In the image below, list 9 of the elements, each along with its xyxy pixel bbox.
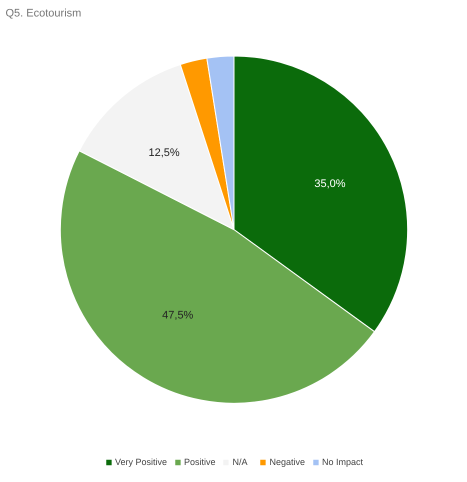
data-label: 35,0% — [314, 178, 346, 190]
legend-label: N/A — [232, 457, 249, 467]
data-label: 12,5% — [148, 147, 180, 160]
data-label: 47,5% — [162, 309, 194, 322]
legend-label: Negative — [270, 457, 306, 467]
legend-label: Very Positive — [114, 457, 167, 467]
legend-label: Positive — [184, 457, 216, 467]
legend-label: No Impact — [322, 457, 364, 467]
chart-title: Q5. Ecotourism — [6, 8, 82, 20]
